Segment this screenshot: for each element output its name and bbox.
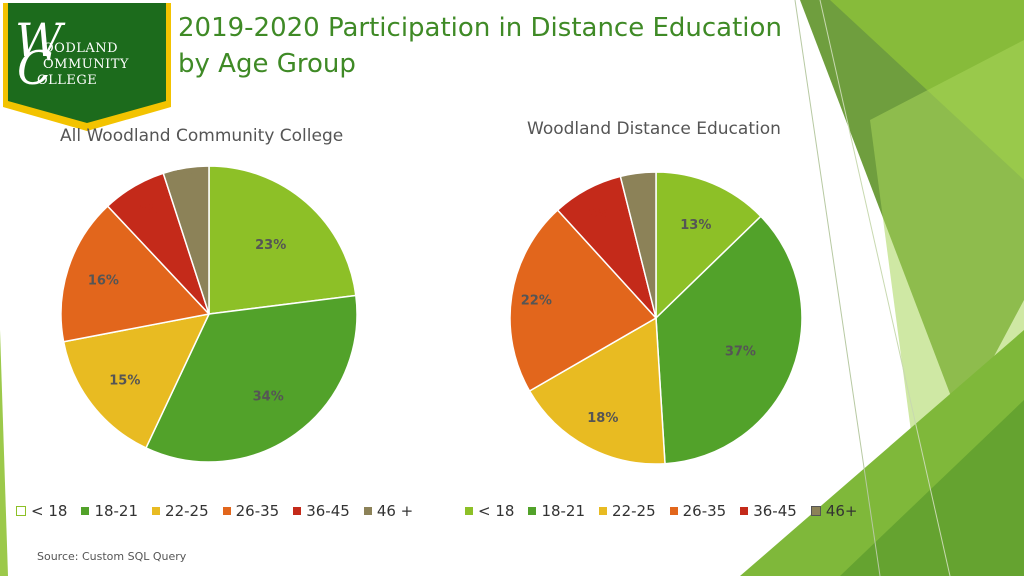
legend1-item-5: 46+: [810, 502, 858, 520]
legend0-label-3: 26-35: [235, 502, 280, 520]
legend1-label-3: 26-35: [682, 502, 727, 520]
legend0-label-4: 36-45: [306, 502, 350, 520]
pie1-label-4: 8%: [588, 207, 610, 222]
page-title-line-2: by Age Group: [178, 49, 356, 79]
deco-left-sliver: [0, 330, 8, 576]
legend0-item-3: 26-35: [222, 502, 280, 520]
pie0-label-3: 16%: [88, 274, 119, 289]
legend0-item-0: < 18: [16, 502, 67, 520]
legend1-item-0: < 18: [465, 502, 514, 520]
legend0-label-5: 46 +: [376, 502, 414, 520]
pie1-label-2: 18%: [587, 411, 618, 426]
logo-wordmark: OODLAND OMMUNITY OLLEGE: [37, 41, 129, 89]
pie1-slice-0: [655, 171, 762, 320]
pie1-slice-3: [509, 209, 658, 393]
pie1-slice-2: [528, 316, 666, 465]
legend1-label-1: 18-21: [541, 502, 586, 520]
legend0-item-4: 36-45: [293, 502, 350, 520]
pie0-slice-3: [60, 205, 211, 343]
page-title: 2019-2020 Participation in Distance Educ…: [178, 10, 782, 82]
legend1-swatch-2: [599, 507, 608, 515]
legend1-swatch-3: [669, 507, 678, 515]
logo-monogram: W C: [15, 13, 63, 95]
legend0-label-1: 18-21: [94, 502, 139, 520]
legend0-label-0: < 18: [31, 502, 68, 520]
legend-all: < 18 18-21 22-25 26-35 36-45 46 +: [16, 500, 427, 522]
pie0-label-4: 7%: [135, 202, 157, 217]
legend0-label-2: 22-25: [165, 502, 209, 520]
chart-title-all: All Woodland Community College: [60, 126, 344, 146]
pie1-slice-1: [655, 215, 803, 465]
legend1-item-3: 26-35: [669, 502, 727, 520]
pie1-label-0: 13%: [680, 218, 711, 233]
deco-line-1: [794, 0, 881, 576]
pie1-slice-5: [619, 171, 657, 319]
page-title-line-1: 2019-2020 Participation in Distance Educ…: [178, 13, 782, 43]
chart-title-distance: Woodland Distance Education: [527, 119, 781, 139]
legend0-swatch-4: [293, 507, 302, 515]
pie0-label-2: 15%: [109, 373, 140, 388]
legend1-label-0: < 18: [478, 502, 515, 520]
legend0-item-2: 22-25: [152, 502, 209, 520]
legend1-label-2: 22-25: [612, 502, 656, 520]
pie0-label-1: 34%: [253, 389, 284, 404]
legend1-label-4: 36-45: [753, 502, 797, 520]
logo-line-2: OMMUNITY: [43, 57, 129, 72]
deco-line-2: [819, 0, 951, 576]
legend-distance: < 18 18-21 22-25 26-35 36-45 46+: [465, 500, 871, 522]
pie0-slice-0: [208, 165, 357, 315]
pie1-label-5: 4%: [628, 174, 650, 189]
pie1-label-1: 37%: [725, 345, 756, 360]
legend1-swatch-0: [465, 507, 473, 515]
legend0-swatch-2: [152, 507, 161, 515]
legend0-swatch-1: [81, 507, 90, 515]
legend1-item-2: 22-25: [599, 502, 656, 520]
source-note: Source: Custom SQL Query: [37, 550, 187, 563]
logo-badge-green: [8, 3, 166, 101]
logo-letter-c: C: [17, 41, 53, 95]
logo-line-3: OLLEGE: [37, 73, 98, 88]
pie0-slice-2: [62, 312, 211, 449]
legend1-swatch-5: [810, 506, 821, 516]
deco-bottom-dark: [840, 400, 1024, 576]
pie0-label-5: 5%: [176, 169, 198, 184]
legend1-item-4: 36-45: [740, 502, 797, 520]
legend1-swatch-1: [528, 507, 537, 515]
legend0-swatch-3: [222, 507, 231, 515]
legend1-label-5: 46+: [825, 502, 858, 520]
legend0-item-1: 18-21: [81, 502, 138, 520]
logo-badge-point-inner: [8, 101, 166, 123]
legend1-item-1: 18-21: [528, 502, 585, 520]
legend1-swatch-4: [740, 507, 749, 515]
logo-line-1: OODLAND: [43, 41, 119, 56]
pie0-slice-5: [162, 165, 210, 315]
college-logo: W C OODLAND OMMUNITY OLLEGE: [3, 3, 171, 131]
legend0-swatch-0: [16, 506, 26, 516]
pie0-label-0: 23%: [255, 238, 286, 253]
legend0-swatch-5: [363, 507, 372, 515]
legend0-item-5: 46 +: [363, 502, 414, 520]
logo-letter-w: W: [15, 13, 63, 67]
pie1-label-3: 22%: [521, 293, 552, 308]
